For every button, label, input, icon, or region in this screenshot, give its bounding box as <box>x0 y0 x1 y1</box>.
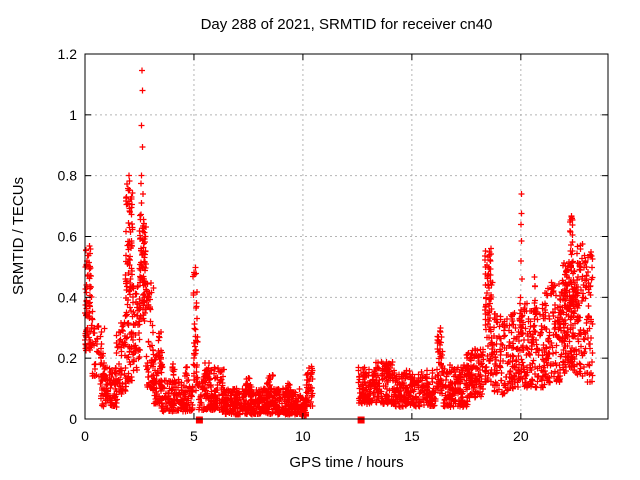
y-tick-label: 0.6 <box>58 229 78 245</box>
y-tick-label: 0.2 <box>58 350 78 366</box>
axis-frame <box>84 53 609 420</box>
y-tick-label: 1 <box>69 107 77 123</box>
x-tick-label: 5 <box>190 428 198 444</box>
y-tick-label: 0.4 <box>58 289 78 305</box>
x-axis-label: GPS time / hours <box>289 454 404 471</box>
x-tick-label: 10 <box>295 428 311 444</box>
y-tick-label: 0 <box>69 411 77 427</box>
chart-title: Day 288 of 2021, SRMTID for receiver cn4… <box>200 16 493 33</box>
axis-gap-markers <box>195 416 365 424</box>
data-points <box>82 67 596 419</box>
tick-labels: 0 5 10 15 20 0 0.2 0.4 0.6 0.8 1 1.2 <box>58 46 529 444</box>
x-tick-label: 15 <box>404 428 420 444</box>
y-tick-label: 1.2 <box>58 46 78 62</box>
x-tick-label: 0 <box>81 428 89 444</box>
x-tick-label: 20 <box>513 428 529 444</box>
y-tick-label: 0.8 <box>58 168 78 184</box>
